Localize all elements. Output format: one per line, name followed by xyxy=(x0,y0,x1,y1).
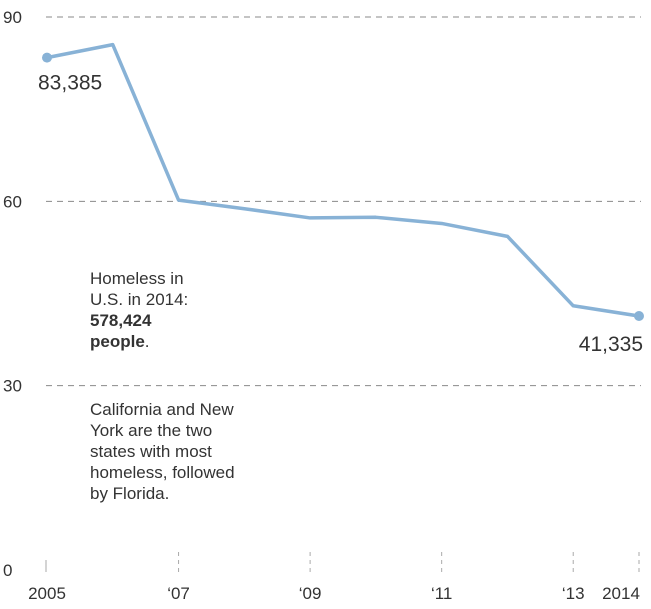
x-tick-label: 2005 xyxy=(28,584,66,603)
states-annotation: California and New York are the two stat… xyxy=(90,399,290,504)
annotation-period: . xyxy=(144,332,150,351)
annotation-line-2: U.S. in 2014: xyxy=(90,290,189,309)
y-tick-label: 30 xyxy=(3,377,22,396)
series-line xyxy=(45,42,641,318)
annotation-total-value: 578,424 xyxy=(90,311,152,330)
annotation-unit-word: people xyxy=(90,332,145,351)
annotation-body-line: states with most xyxy=(90,442,212,461)
annotation-body-line: homeless, followed xyxy=(90,463,235,482)
x-tick-label: ‘09 xyxy=(299,584,322,603)
x-tick-label: ‘07 xyxy=(167,584,190,603)
annotation-body-line: York are the two xyxy=(90,421,213,440)
y-tick-label: 90 xyxy=(3,8,22,27)
endpoint-marker xyxy=(42,52,52,63)
annotation-line-1: Homeless in xyxy=(90,269,184,288)
annotation-body-line: California and New xyxy=(90,400,234,419)
x-tick-label: ‘13 xyxy=(562,584,585,603)
total-annotation: Homeless in U.S. in 2014: 578,424 people… xyxy=(90,268,290,352)
start-value-label: 83,385 xyxy=(38,72,102,95)
annotation-unit: people. xyxy=(90,331,290,352)
x-tick-label: 2014 xyxy=(602,584,640,603)
end-value-label: 41,335 xyxy=(579,333,643,356)
annotation-total: 578,424 xyxy=(90,310,290,331)
endpoint-marker xyxy=(634,311,644,322)
x-tick-label: ‘11 xyxy=(431,584,452,603)
annotation-body-line: by Florida. xyxy=(90,484,170,503)
y-tick-label: 60 xyxy=(3,192,22,211)
y-tick-label: 0 xyxy=(3,561,12,580)
